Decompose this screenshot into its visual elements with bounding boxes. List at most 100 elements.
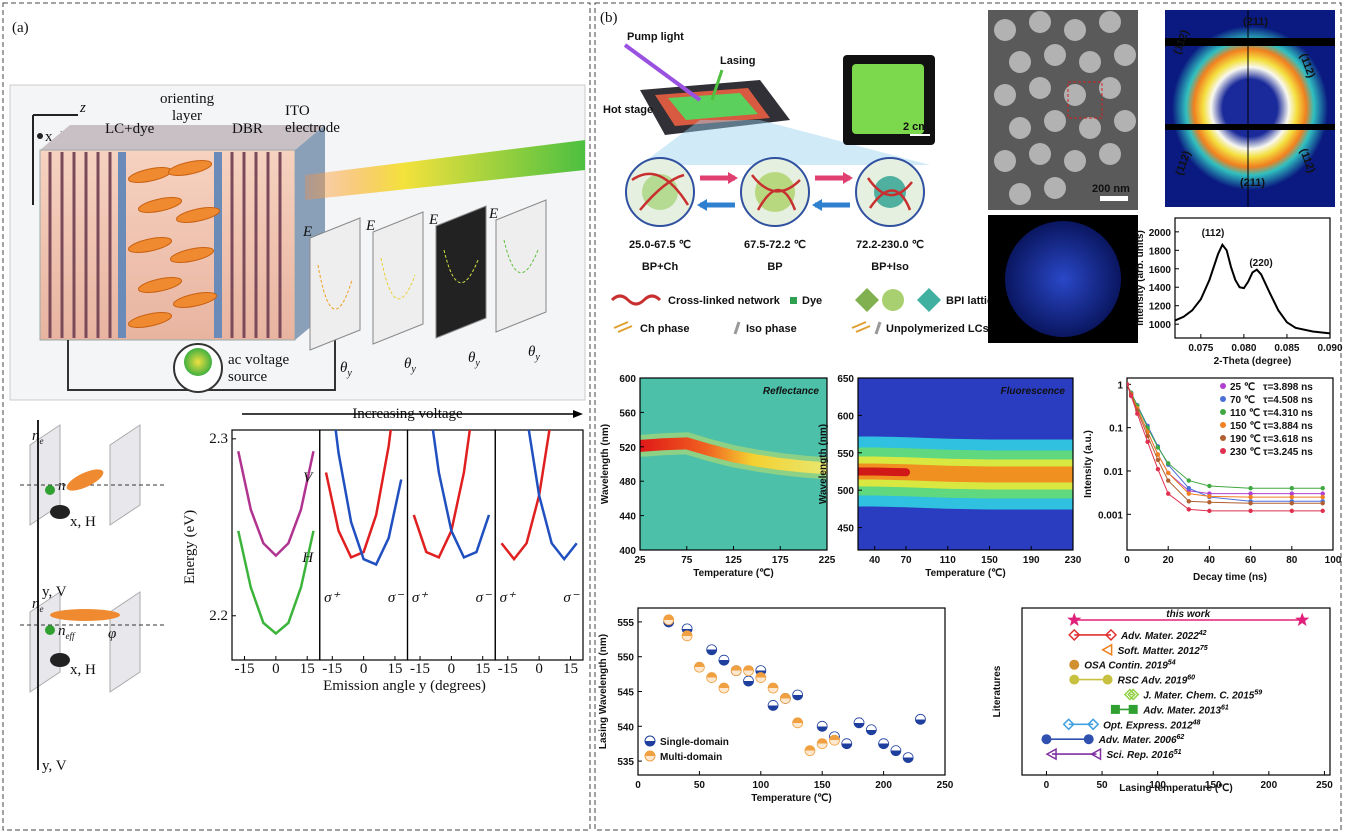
y-tick-label: 600 (619, 374, 636, 385)
x-tick-label: -15 (410, 661, 430, 677)
range-marker (1296, 614, 1307, 625)
x-tick-label: 125 (725, 555, 742, 566)
range-label: Soft. Matter. 201275 (1118, 645, 1208, 657)
y-tick-label: 555 (617, 618, 634, 629)
decoration (790, 297, 797, 304)
decoration (1029, 143, 1051, 165)
annotation: Reflectance (763, 386, 820, 397)
legend-label: 190 ℃ (1230, 434, 1261, 445)
field-label: E (488, 206, 498, 222)
data-point (1321, 501, 1325, 505)
x-tick-label: 0 (272, 661, 280, 677)
y-tick-label: 550 (837, 449, 854, 460)
data-point (1187, 478, 1191, 482)
legend-marker (645, 751, 655, 761)
y-tick-label: 650 (837, 374, 854, 385)
data-point (805, 746, 815, 756)
decoration (50, 505, 70, 519)
field-label: E (302, 224, 312, 240)
legend-value: τ=4.508 ns (1263, 395, 1313, 406)
plot-frame (495, 430, 583, 660)
decoration (988, 10, 1138, 210)
data-point (768, 700, 778, 710)
data-point (1187, 507, 1191, 511)
field-label: E (365, 218, 375, 234)
series-label: σ⁺ (412, 590, 428, 606)
range-label: Sci. Rep. 201651 (1106, 749, 1181, 761)
series-label: σ⁻ (476, 590, 492, 606)
legend-value: τ=3.884 ns (1263, 421, 1313, 432)
decoration (50, 609, 120, 621)
plot-frame (408, 430, 496, 660)
n-sub: e (40, 604, 44, 614)
data-point (1125, 382, 1129, 386)
x-tick-label: 0 (360, 661, 368, 677)
decoration (1064, 150, 1086, 172)
data-point (756, 673, 766, 683)
y-tick-label: 1800 (1149, 246, 1172, 257)
theta-sub: y (410, 364, 416, 375)
index-label: n (58, 478, 66, 494)
legend-marker (1220, 396, 1226, 402)
y-tick-label: 0.001 (1098, 510, 1123, 521)
legend-value: τ=4.310 ns (1263, 408, 1313, 419)
data-point (915, 714, 925, 724)
reference-name: OSA Contin. 2019 (1084, 661, 1168, 672)
legend-label: Iso phase (746, 323, 797, 335)
layer-label: layer (172, 108, 202, 124)
legend-label: Single-domain (660, 737, 729, 748)
data-point (1290, 486, 1294, 490)
legend-value: τ=3.898 ns (1263, 382, 1313, 393)
heatmap-core (858, 471, 906, 472)
x-tick-label: 175 (772, 555, 789, 566)
decoration (1029, 77, 1051, 99)
device-schematic: z x, H y, V LC+dye orienting layer DBR I… (10, 85, 585, 400)
data-point (1248, 495, 1252, 499)
orienting-layer (214, 152, 222, 338)
dispersion-curve (238, 451, 313, 555)
device-top (40, 125, 325, 150)
data-point (1166, 478, 1170, 482)
y-tick-label: 2000 (1149, 228, 1172, 239)
legend-label: 230 ℃ (1230, 447, 1261, 458)
decoration (876, 322, 880, 334)
x-axis-label: Decay time (ns) (1193, 572, 1267, 583)
reference-number: 75 (1200, 645, 1208, 652)
data-point (1166, 471, 1170, 475)
data-point (1207, 500, 1211, 504)
x-tick-label: 75 (681, 555, 693, 566)
phase-label: BP (767, 261, 782, 273)
legend-label: 150 ℃ (1230, 421, 1261, 432)
data-point (903, 753, 913, 763)
y-tick-label: 500 (837, 486, 854, 497)
reference-number: 54 (1168, 660, 1176, 667)
decoration (1044, 44, 1066, 66)
x-tick-label: 100 (752, 780, 769, 791)
x-tick-label: 250 (1316, 780, 1333, 791)
data-point (768, 683, 778, 693)
legend-marker (1220, 435, 1226, 441)
data-point (664, 615, 674, 625)
data-point (1207, 494, 1211, 498)
theta-sub: y (534, 352, 540, 363)
miller-index: (211) (1240, 177, 1265, 189)
x-tick-label: 100 (1325, 555, 1342, 566)
temperature-range: 25.0-67.5 ℃ (629, 239, 691, 251)
legend-label: 70 ℃ (1230, 395, 1255, 406)
range-marker (1070, 660, 1079, 669)
legend-marker (1220, 383, 1226, 389)
decoration (812, 199, 822, 211)
x-axis-label: Emission angle y (degrees) (323, 678, 486, 694)
plot-frame (232, 430, 320, 660)
decoration (64, 465, 106, 495)
data-point (731, 666, 741, 676)
y-tick-label: 535 (617, 757, 634, 768)
y-tick-label: 550 (617, 653, 634, 664)
y-axis-label: Intensity (a.u.) (1083, 430, 1094, 498)
label: Pump light (627, 31, 684, 43)
range-marker (1069, 614, 1080, 625)
axis-label: x, H (70, 662, 96, 678)
temperature-range: 67.5-72.2 ℃ (744, 239, 806, 251)
series-label: σ⁻ (563, 590, 579, 606)
reference-number: 62 (1177, 734, 1185, 741)
